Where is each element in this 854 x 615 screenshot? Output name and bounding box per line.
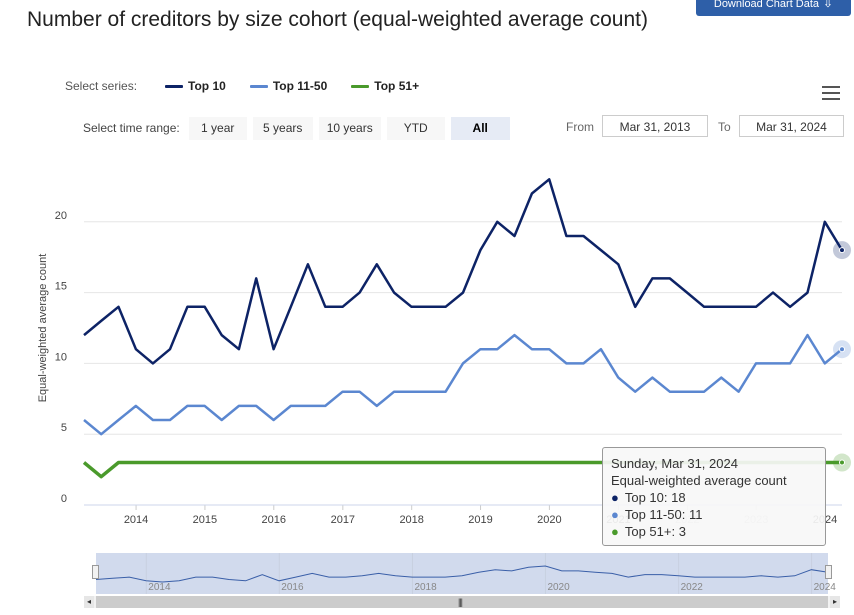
y-tick-label: 10 bbox=[55, 351, 67, 363]
range-button-10-years[interactable]: 10 years bbox=[318, 116, 381, 140]
range-button-ytd[interactable]: YTD bbox=[386, 116, 445, 140]
hover-point-marker[interactable] bbox=[839, 346, 845, 353]
y-tick-label: 20 bbox=[55, 210, 67, 222]
time-range-selector: Select time range: 1 year 5 years 10 yea… bbox=[83, 116, 516, 140]
x-tick-label: 2017 bbox=[331, 514, 355, 526]
y-tick-label: 5 bbox=[61, 422, 67, 434]
tooltip-row-label: Top 11-50: 11 bbox=[624, 507, 703, 522]
navigator-right-handle[interactable] bbox=[825, 565, 832, 579]
legend-item-label: Top 10 bbox=[188, 79, 226, 93]
legend-label: Select series: bbox=[65, 79, 138, 93]
legend-item-label: Top 11-50 bbox=[272, 79, 328, 93]
legend-swatch bbox=[351, 84, 370, 88]
legend-item-top-10[interactable]: Top 10 bbox=[165, 79, 226, 93]
tooltip-dot-icon: ● bbox=[611, 524, 619, 539]
hover-point-marker[interactable] bbox=[839, 459, 845, 466]
tooltip-row-top-10: ● Top 10: 18 bbox=[611, 489, 817, 506]
x-tick-label: 2020 bbox=[537, 514, 561, 526]
range-button-1-year[interactable]: 1 year bbox=[188, 116, 247, 140]
range-button-all[interactable]: All bbox=[450, 116, 510, 140]
range-label: Select time range: bbox=[83, 121, 180, 135]
from-label: From bbox=[566, 120, 594, 134]
tooltip-dot-icon: ● bbox=[611, 490, 619, 505]
x-tick-label: 2019 bbox=[468, 514, 492, 526]
download-icon: ⇩ bbox=[823, 0, 834, 10]
scrollbar-grip-icon: ||| bbox=[458, 597, 463, 607]
chart-title: Number of creditors by size cohort (equa… bbox=[27, 8, 648, 31]
scroll-right-arrow-icon[interactable]: ▸ bbox=[830, 596, 840, 608]
tooltip-row-label: Top 10: 18 bbox=[624, 490, 686, 505]
series-line-top-10[interactable] bbox=[83, 178, 844, 365]
scrollbar-thumb[interactable] bbox=[96, 596, 828, 608]
tooltip-metric: Equal-weighted average count bbox=[611, 473, 787, 488]
navigator-left-handle[interactable] bbox=[92, 565, 99, 579]
y-axis-label: Equal-weighted average count bbox=[37, 254, 49, 403]
scroll-left-arrow-icon[interactable]: ◂ bbox=[84, 596, 94, 608]
x-tick-label: 2014 bbox=[124, 514, 148, 526]
chart-menu-icon[interactable] bbox=[822, 86, 840, 100]
legend-item-top-11-50[interactable]: Top 11-50 bbox=[249, 79, 328, 93]
tooltip-dot-icon: ● bbox=[611, 507, 619, 522]
series-legend: Select series: Top 10 Top 11-50 Top 51+ bbox=[65, 76, 443, 96]
y-tick-label: 15 bbox=[55, 281, 67, 293]
navigator-selection[interactable] bbox=[96, 553, 828, 594]
tooltip-date: Sunday, Mar 31, 2024 bbox=[611, 456, 738, 471]
hover-point-marker[interactable] bbox=[839, 247, 845, 254]
download-chart-data-button[interactable]: Download Chart Data ⇩ bbox=[696, 0, 851, 16]
legend-item-label: Top 51+ bbox=[374, 79, 420, 93]
series-line-top-11-50[interactable] bbox=[83, 333, 843, 436]
x-tick-label: 2016 bbox=[262, 514, 286, 526]
legend-swatch bbox=[165, 84, 184, 88]
tooltip-row-label: Top 51+: 3 bbox=[624, 524, 686, 539]
data-tooltip: Sunday, Mar 31, 2024 Equal-weighted aver… bbox=[602, 447, 826, 546]
x-tick-label: 2015 bbox=[193, 514, 217, 526]
download-label: Download Chart Data bbox=[713, 0, 820, 10]
to-label: To bbox=[718, 120, 731, 134]
tooltip-row-top-11-50: ● Top 11-50: 11 bbox=[611, 506, 817, 523]
y-tick-label: 0 bbox=[61, 493, 67, 505]
from-date-input[interactable]: Mar 31, 2013 bbox=[602, 115, 708, 137]
legend-swatch bbox=[249, 84, 268, 88]
x-tick-label: 2018 bbox=[399, 514, 423, 526]
to-date-input[interactable]: Mar 31, 2024 bbox=[739, 115, 844, 137]
range-button-5-years[interactable]: 5 years bbox=[252, 116, 313, 140]
tooltip-row-top-51-plus: ● Top 51+: 3 bbox=[611, 523, 817, 540]
legend-item-top-51-plus[interactable]: Top 51+ bbox=[351, 79, 419, 93]
